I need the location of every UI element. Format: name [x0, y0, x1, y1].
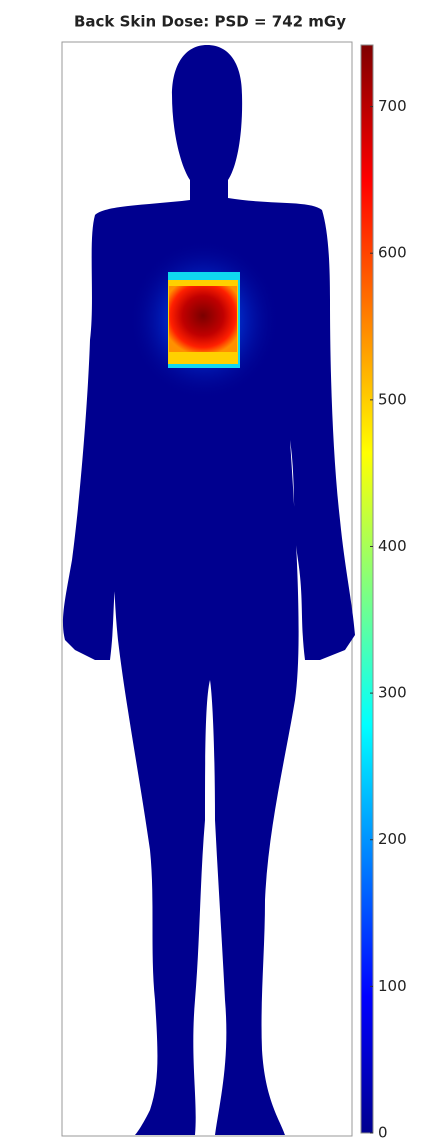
colorbar-tick-label: 700	[378, 97, 407, 115]
colorbar-scale	[361, 45, 373, 1133]
colorbar: 0 100 200 300 400 500 600 700	[361, 45, 407, 1142]
colorbar-tick-label: 200	[378, 830, 407, 848]
colorbar-tick-label: 500	[378, 390, 407, 408]
dose-field-core	[169, 286, 237, 352]
colorbar-tick-label: 300	[378, 684, 407, 702]
colorbar-tick-label: 0	[378, 1124, 388, 1142]
chart: Back Skin Dose: PSD = 742 mGy 0 100 200 300…	[0, 0, 437, 1144]
colorbar-tick-label: 100	[378, 977, 407, 995]
page: Back Skin Dose: PSD = 742 mGy 0 100 200 300…	[0, 0, 437, 1144]
colorbar-tick-label: 600	[378, 244, 407, 262]
colorbar-tick-label: 400	[378, 537, 407, 555]
chart-title: Back Skin Dose: PSD = 742 mGy	[74, 13, 346, 31]
